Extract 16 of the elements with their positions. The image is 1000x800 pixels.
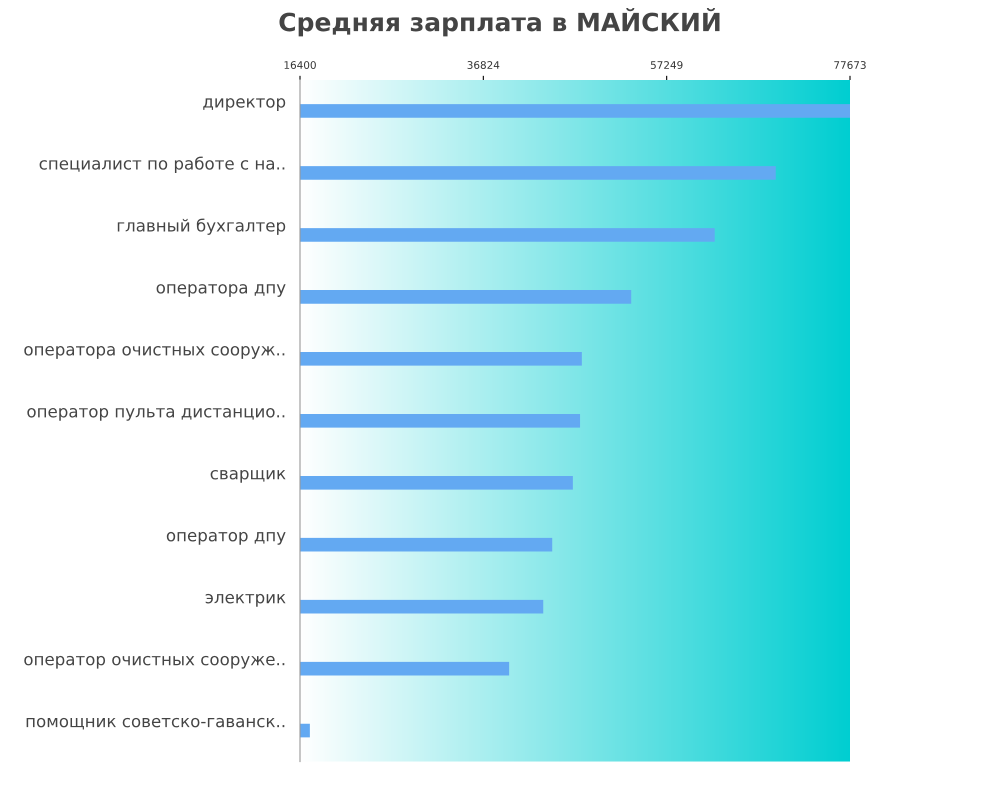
y-tick-label: оператора очистных сооруж.. — [24, 346, 284, 359]
x-tick-label: 77673 — [834, 61, 866, 69]
y-tick-label: директор — [203, 98, 286, 111]
x-tick-label: 57249 — [650, 61, 683, 69]
y-tick-label: оператор очистных сооруже.. — [24, 656, 284, 669]
y-tick-label: оператор дпу — [166, 532, 286, 545]
y-tick-label: оператор пульта дистанцио.. — [27, 408, 284, 421]
x-tick-label: 36824 — [468, 61, 500, 69]
x-tick-label: 16400 — [284, 61, 316, 69]
y-tick-label: специалист по работе с на.. — [40, 156, 284, 173]
y-tick-label: главный бухгалтер — [118, 218, 286, 235]
y-tick-label: помощник советско-гаванск.. — [26, 718, 284, 730]
y-tick-label: сварщик — [210, 470, 286, 483]
y-tick-label: оператора дпу — [156, 284, 286, 297]
chart-title: Средняя зарплата в МАЙСКИЙ — [279, 8, 720, 36]
y-tick-label: электрик — [206, 594, 286, 607]
